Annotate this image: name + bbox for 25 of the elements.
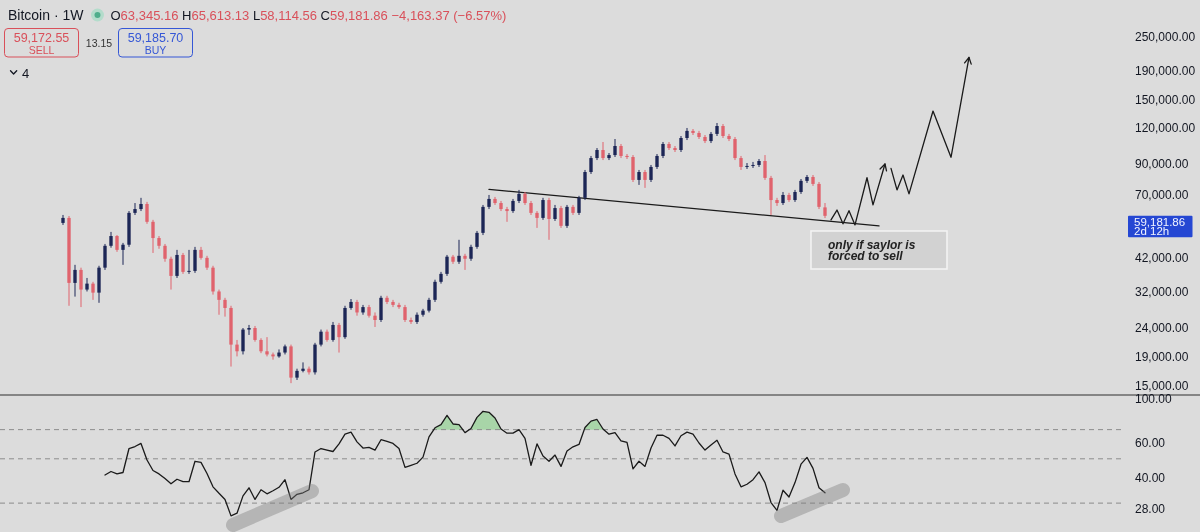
y-tick-label: 42,000.00 — [1135, 251, 1189, 266]
y-tick-label: 90,000.00 — [1135, 156, 1189, 171]
annotation: only if saylor is forced to sell — [828, 237, 916, 263]
annotation: 13.15 — [85, 37, 113, 49]
annotation: 59,185.70 — [127, 30, 184, 45]
y-tick-label: 24,000.00 — [1135, 321, 1189, 336]
annotation: SELL — [28, 43, 55, 56]
annotation: 59,181.86 2d 12h — [1134, 215, 1186, 238]
y-tick-label: 28.00 — [1135, 502, 1166, 517]
y-tick-label: 250,000.00 — [1135, 29, 1196, 44]
y-tick-label: 190,000.00 — [1135, 63, 1196, 78]
y-tick-label: 15,000.00 — [1135, 379, 1189, 394]
y-tick-label: 40.00 — [1135, 471, 1166, 486]
y-tick-label: 32,000.00 — [1135, 285, 1189, 300]
y-tick-label: 100.00 — [1135, 391, 1173, 406]
y-tick-label: 150,000.00 — [1135, 93, 1196, 108]
text: Bitcoin · 1W — [8, 7, 85, 23]
annotation: BUY — [144, 43, 167, 56]
y-tick-label: 19,000.00 — [1135, 350, 1189, 365]
y-tick-label: 120,000.00 — [1135, 120, 1196, 135]
y-tick-label: 60.00 — [1135, 436, 1166, 450]
annotation: 4 — [22, 66, 30, 81]
annotation: 59,172.55 — [13, 30, 70, 45]
text: O63,345.16 H65,613.13 L58,114.56 C59,181.86 −4,163.37 (−6.57%) — [110, 7, 507, 23]
y-tick-label: 70,000.00 — [1135, 187, 1189, 202]
